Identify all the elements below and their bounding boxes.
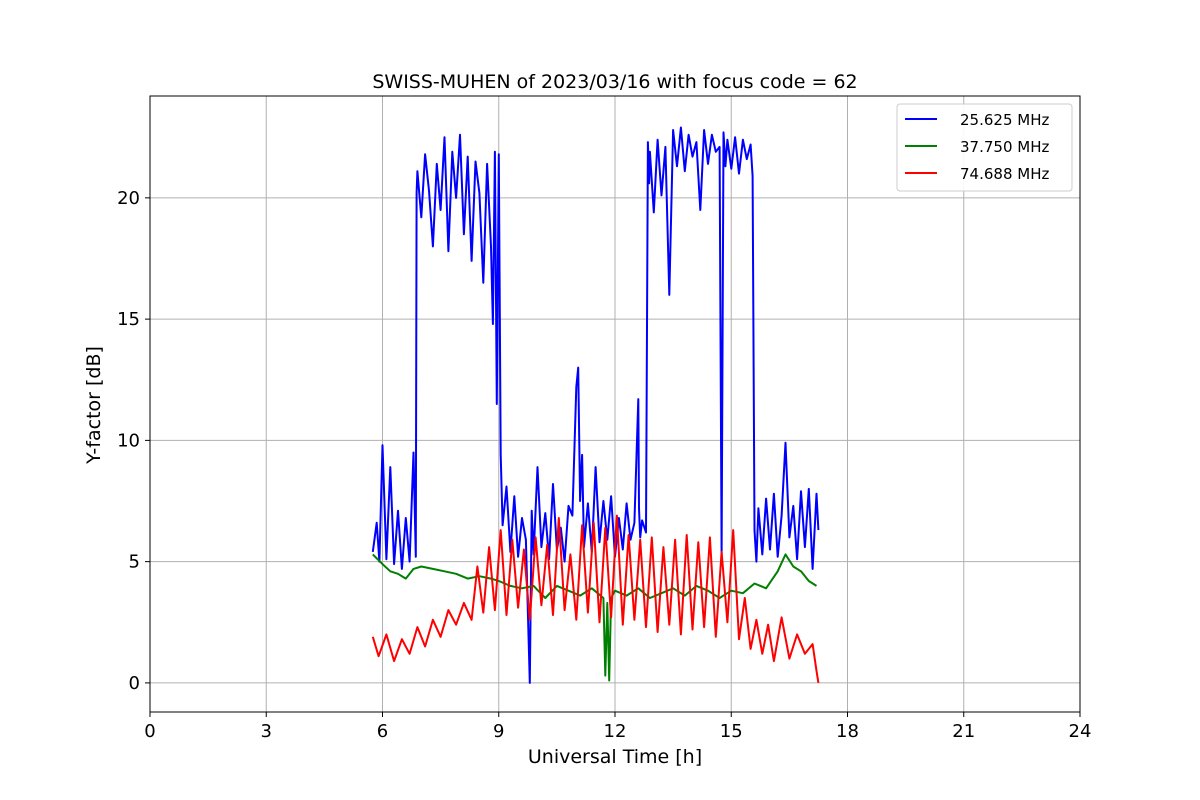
x-tick-label: 24 [1069, 721, 1092, 742]
chart-title: SWISS-MUHEN of 2023/03/16 with focus cod… [372, 71, 857, 93]
x-axis-title: Universal Time [h] [528, 746, 702, 768]
x-tick-label: 21 [952, 721, 975, 742]
x-tick-label: 3 [261, 721, 272, 742]
y-tick-label: 10 [117, 430, 140, 451]
y-axis-title: Y-factor [dB] [83, 346, 105, 465]
x-tick-label: 0 [144, 721, 155, 742]
legend-entry: 25.625 MHz [960, 111, 1049, 129]
x-tick-label: 12 [604, 721, 627, 742]
legend-entry: 74.688 MHz [960, 165, 1049, 183]
y-tick-label: 15 [117, 309, 140, 330]
y-tick-label: 5 [129, 552, 140, 573]
x-tick-label: 6 [377, 721, 388, 742]
axis-ticks: 0 3 6 9 12 15 18 21 24 0 5 10 15 20 [117, 188, 1091, 742]
y-tick-label: 0 [129, 673, 140, 694]
plot-series [371, 126, 820, 684]
legend-entry: 37.750 MHz [960, 138, 1049, 156]
legend: 25.625 MHz 37.750 MHz 74.688 MHz [896, 103, 1073, 192]
series-line-3 [371, 514, 820, 684]
series-line-1 [371, 126, 820, 684]
y-tick-label: 20 [117, 188, 140, 209]
x-tick-label: 15 [720, 721, 743, 742]
series-line-2 [372, 553, 818, 682]
x-tick-label: 18 [836, 721, 859, 742]
legend-box [896, 103, 1073, 192]
x-tick-label: 9 [493, 721, 504, 742]
